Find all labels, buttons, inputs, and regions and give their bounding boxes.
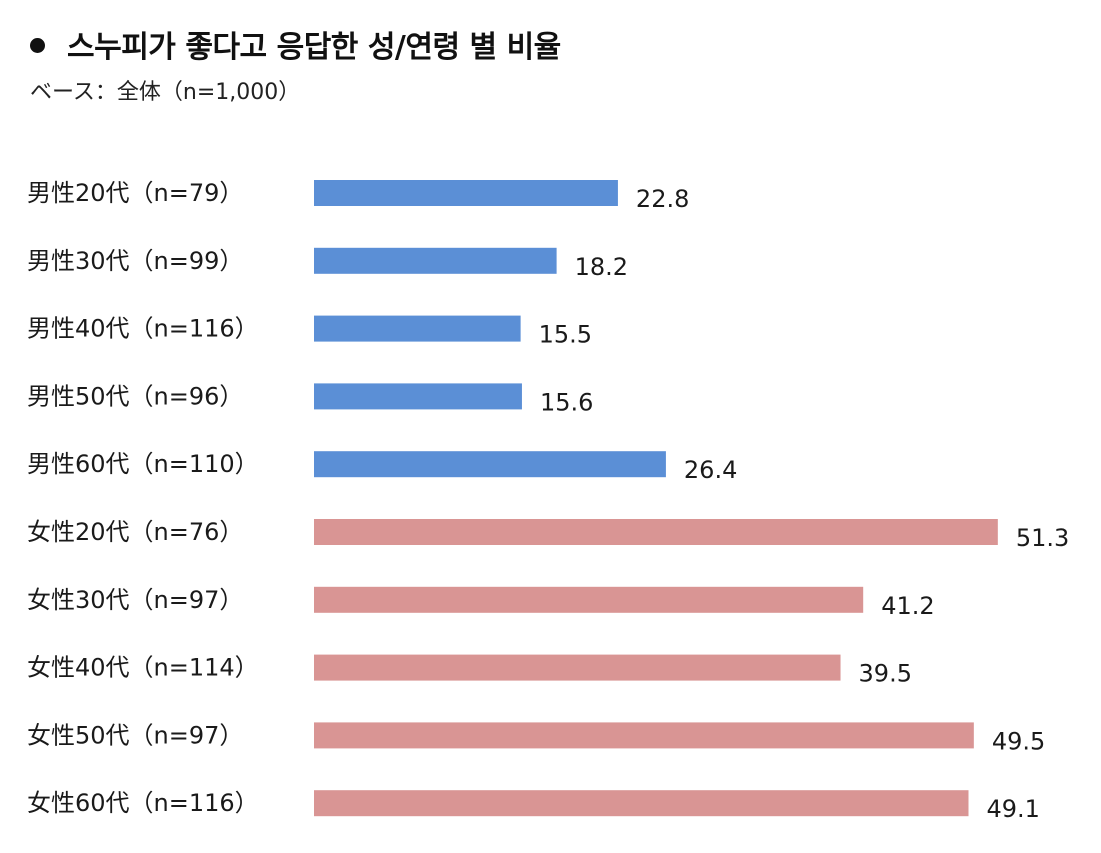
category-label: 男性50代（n=96）: [27, 382, 243, 410]
category-label: 女性60代（n=116）: [27, 789, 259, 817]
value-label: 26.4: [684, 456, 737, 484]
category-label: 女性30代（n=97）: [27, 586, 243, 614]
category-label: 男性40代（n=116）: [27, 315, 259, 343]
chart-title: 스누피가 좋다고 응답한 성/연령 별 비율: [67, 30, 561, 65]
chart-title-row: 스누피가 좋다고 응답한 성/연령 별 비율: [30, 22, 561, 66]
bar-female: [314, 790, 969, 817]
value-label: 49.1: [987, 795, 1040, 823]
category-label: 女性50代（n=97）: [27, 721, 243, 749]
bar-male: [314, 451, 666, 478]
bar-male: [314, 315, 521, 342]
value-label: 41.2: [881, 592, 934, 620]
value-label: 49.5: [992, 727, 1045, 755]
bar-male: [314, 180, 618, 206]
bar-male: [314, 247, 557, 274]
chart-subtitle: ベース：全体（n=1,000）: [30, 80, 301, 105]
value-label: 51.3: [1016, 524, 1069, 552]
value-label: 15.5: [539, 321, 592, 349]
bar-male: [314, 383, 522, 410]
category-label: 女性20代（n=76）: [27, 518, 243, 546]
category-label: 男性60代（n=110）: [27, 450, 259, 478]
category-label: 男性30代（n=99）: [27, 247, 243, 275]
bar-female: [314, 722, 974, 749]
bar-female: [314, 654, 841, 681]
bar-female: [314, 519, 998, 545]
category-label: 男性20代（n=79）: [27, 179, 243, 207]
value-label: 18.2: [575, 253, 628, 281]
value-label: 22.8: [636, 185, 689, 213]
bullet-icon: [30, 37, 45, 53]
value-label: 15.6: [540, 388, 593, 416]
category-label: 女性40代（n=114）: [27, 654, 259, 682]
bar-female: [314, 586, 864, 613]
value-label: 39.5: [859, 660, 912, 688]
